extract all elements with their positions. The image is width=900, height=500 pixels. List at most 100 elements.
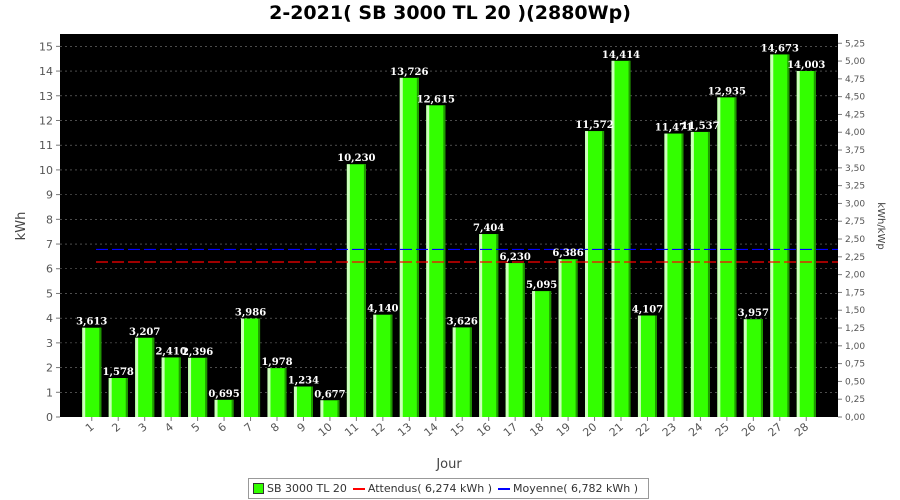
bar: [717, 97, 737, 418]
x-tick-label: 15: [448, 420, 467, 439]
bar-highlight: [479, 234, 483, 417]
y-tick-label: 4: [46, 312, 53, 325]
bar: [399, 77, 419, 418]
y2-tick-label: 2,75: [845, 217, 865, 227]
bar-day-6: [214, 399, 234, 417]
bar-highlight: [426, 105, 430, 418]
data-label: 5,095: [526, 280, 557, 291]
bar-day-24: [690, 131, 710, 418]
bar-shadow: [628, 60, 631, 417]
bar-day-27: [770, 54, 790, 417]
bar: [293, 386, 313, 417]
data-label: 3,957: [738, 308, 769, 319]
y-tick-label: 15: [39, 40, 53, 53]
x-tick-label: 7: [242, 420, 256, 434]
bar-highlight: [690, 131, 694, 418]
bar-highlight: [664, 133, 668, 417]
legend-swatch-production: [253, 483, 264, 494]
bar: [532, 291, 552, 417]
bar-highlight: [267, 368, 271, 417]
x-tick-label: 6: [215, 420, 229, 434]
data-label: 3,613: [76, 317, 107, 328]
bar-highlight: [558, 259, 562, 417]
bar: [505, 263, 525, 417]
bar: [690, 131, 710, 418]
bar-shadow: [549, 291, 552, 417]
bar: [558, 259, 578, 417]
bar-shadow: [125, 378, 128, 417]
bar-day-21: [611, 60, 631, 417]
data-label: 11,572: [575, 120, 613, 131]
bar-day-15: [452, 327, 472, 417]
data-label: 0,695: [208, 389, 239, 400]
y-tick-label: 6: [46, 263, 53, 276]
x-tick-label: 12: [369, 420, 388, 439]
y-tick-label: 5: [46, 287, 53, 300]
bar-highlight: [796, 70, 800, 417]
bar-shadow: [760, 319, 763, 417]
bar-shadow: [310, 386, 313, 417]
bar-day-3: [135, 337, 155, 417]
bar-shadow: [813, 70, 816, 417]
bar-shadow: [99, 327, 102, 417]
bar-shadow: [496, 234, 499, 417]
bar-day-2: [108, 378, 128, 417]
bar: [241, 318, 261, 417]
x-tick-label: 27: [766, 420, 785, 439]
bar-highlight: [320, 400, 324, 417]
data-label: 4,107: [632, 305, 663, 316]
bar: [108, 378, 128, 417]
bar: [426, 105, 446, 418]
legend-item-production: SB 3000 TL 20: [253, 482, 347, 495]
y2-tick-label: 2,50: [845, 235, 865, 245]
x-tick-label: 20: [580, 420, 599, 439]
bar-shadow: [390, 314, 393, 417]
y2-tick-label: 3,50: [845, 164, 865, 174]
y-tick-label: 2: [46, 362, 53, 375]
bar-highlight: [346, 164, 350, 417]
bar-shadow: [654, 315, 657, 417]
y-tick-label: 0: [46, 411, 53, 424]
bar: [188, 357, 208, 417]
legend-item-moyenne: Moyenne( 6,782 kWh ): [498, 482, 638, 495]
bar-highlight: [399, 77, 403, 418]
y2-tick-label: 1,50: [845, 306, 865, 316]
bar-shadow: [178, 357, 181, 417]
x-tick-label: 16: [475, 420, 494, 439]
y2-tick-label: 3,25: [845, 182, 865, 192]
bar-shadow: [205, 357, 208, 417]
y2-tick-label: 3,75: [845, 146, 865, 156]
bar-highlight: [452, 327, 456, 417]
bar-day-14: [426, 105, 446, 418]
y-tick-label: 14: [39, 65, 53, 78]
legend-label-attendus: Attendus( 6,274 kWh ): [367, 482, 493, 495]
data-label: 2,396: [182, 347, 213, 358]
bar: [161, 357, 181, 417]
y-tick-label: 13: [39, 90, 53, 103]
x-axis-label: Jour: [435, 457, 462, 472]
bar: [637, 315, 657, 417]
bar: [214, 399, 234, 417]
y2-tick-label: 0,75: [845, 360, 865, 370]
bar-shadow: [575, 259, 578, 417]
y-tick-label: 7: [46, 238, 53, 251]
data-label: 11,537: [681, 121, 719, 132]
bar-day-22: [637, 315, 657, 417]
x-tick-label: 25: [713, 420, 732, 439]
bar-day-1: [82, 327, 102, 417]
bars: [82, 54, 816, 418]
y2-tick-label: 4,00: [845, 128, 865, 138]
x-tick-label: 22: [633, 420, 652, 439]
y-axis-label: kWh: [14, 212, 29, 241]
bar: [452, 327, 472, 417]
bar-highlight: [717, 97, 721, 418]
bar-shadow: [337, 400, 340, 417]
reference-lines: [96, 248, 838, 263]
bar-day-7: [241, 318, 261, 417]
bar-day-28: [796, 70, 816, 417]
y2-tick-label: 5,25: [845, 39, 865, 49]
legend-label-moyenne: Moyenne( 6,782 kWh ): [513, 482, 639, 495]
y2-tick-label: 4,25: [845, 110, 865, 120]
data-label: 1,978: [261, 357, 292, 368]
bar: [479, 234, 499, 417]
